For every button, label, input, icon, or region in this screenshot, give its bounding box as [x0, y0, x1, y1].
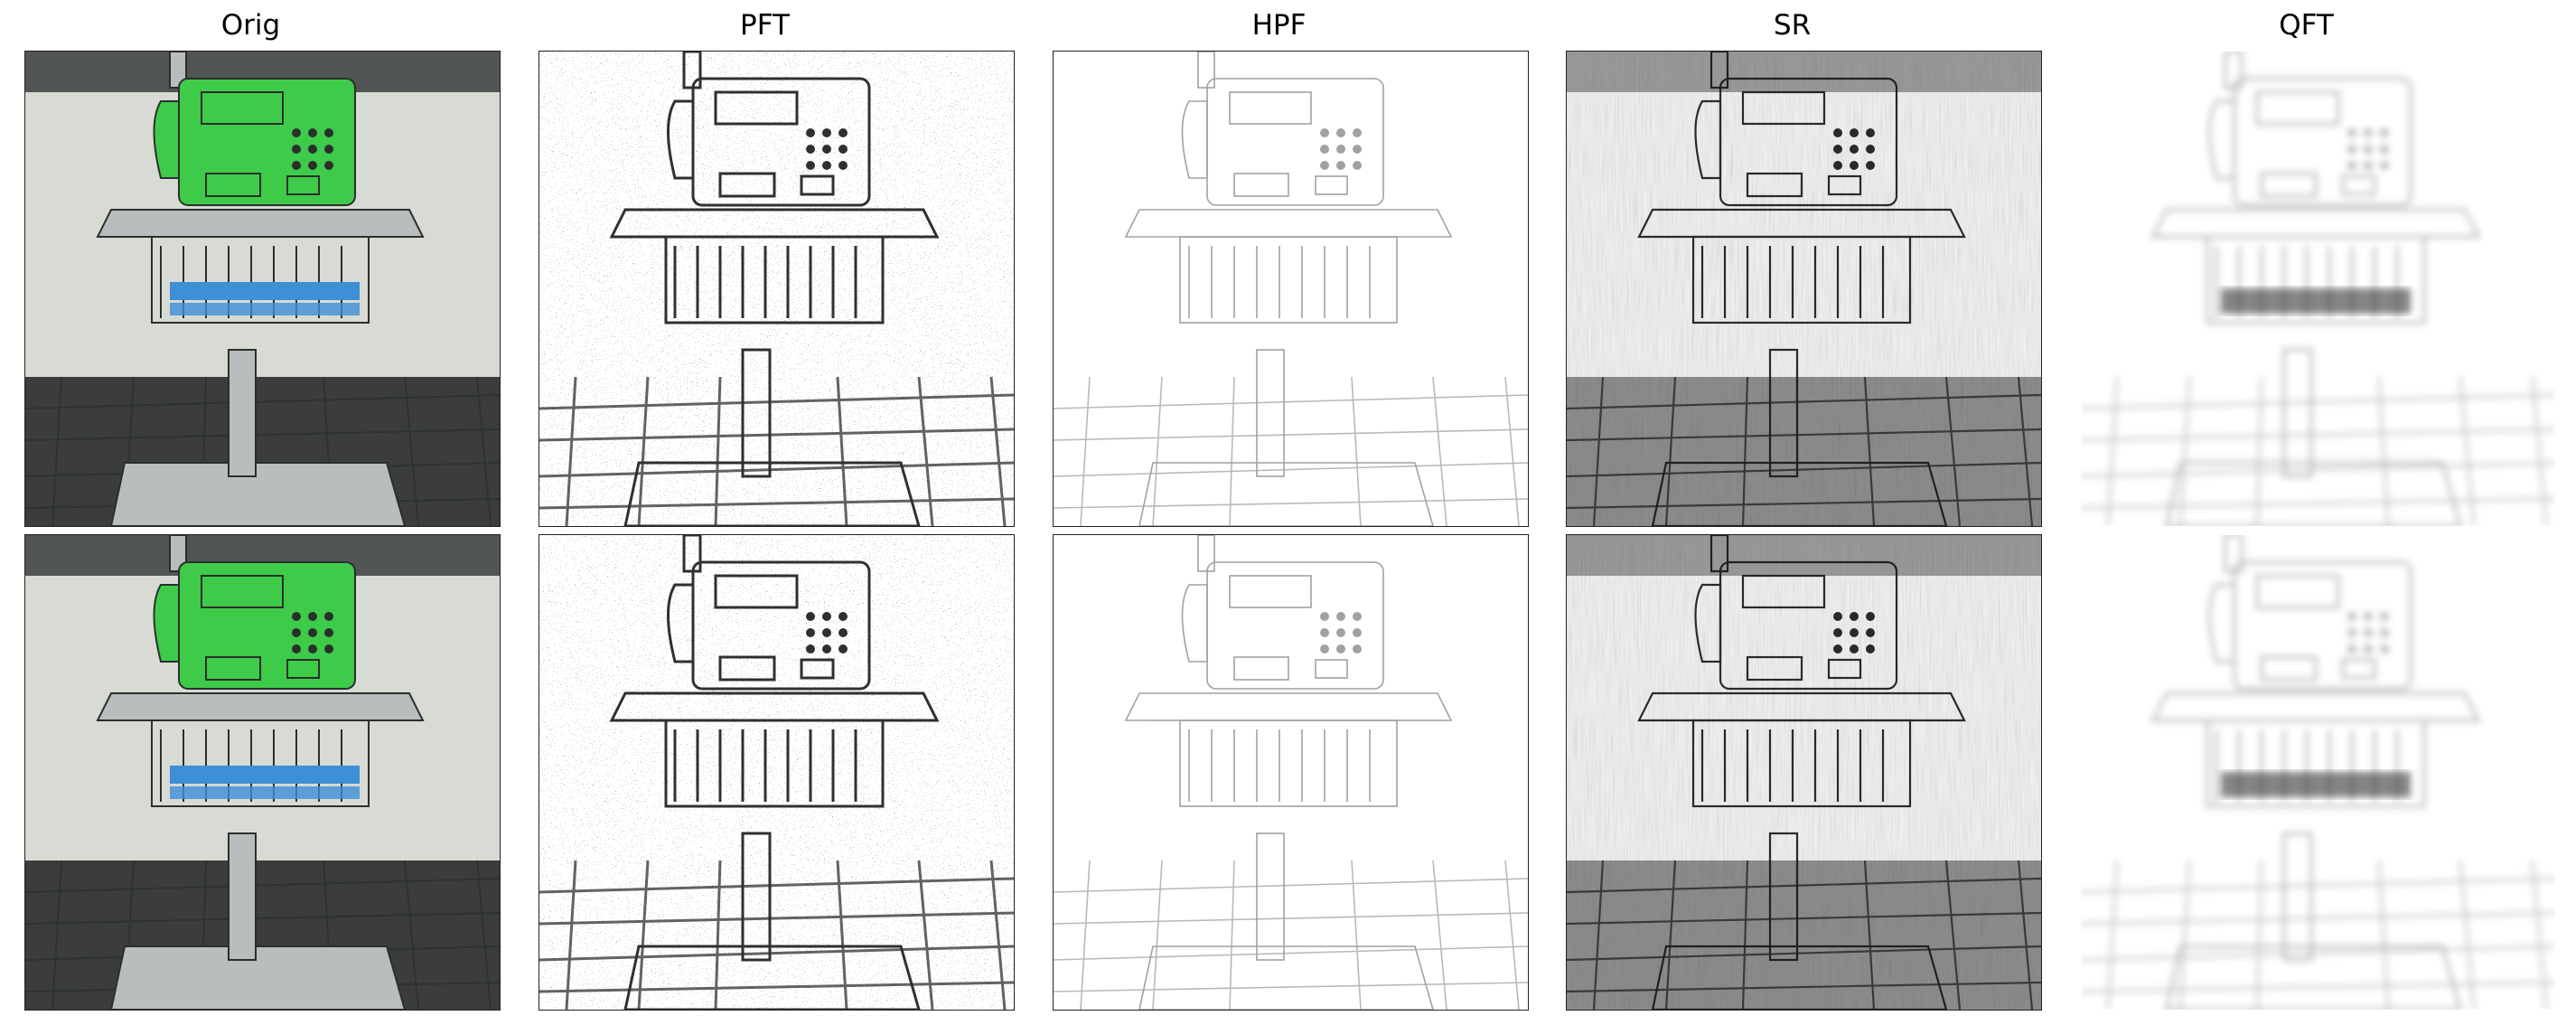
orig-image-row-1 — [24, 51, 501, 527]
hpf-image-row-2 — [1053, 534, 1529, 1011]
column-title-qft: QFT — [2279, 9, 2334, 42]
qft-image-row-1 — [2080, 51, 2556, 527]
pft-image-row-2 — [539, 534, 1015, 1011]
column-title-orig: Orig — [220, 9, 281, 42]
column-title-sr: SR — [1773, 9, 1812, 42]
pft-image-row-1 — [539, 51, 1015, 527]
column-title-hpf: HPF — [1251, 9, 1307, 42]
sr-image-row-2 — [1566, 534, 2042, 1011]
hpf-image-row-1 — [1053, 51, 1529, 527]
sr-image-row-1 — [1566, 51, 2042, 527]
orig-image-row-2 — [24, 534, 501, 1011]
column-title-pft: PFT — [740, 9, 790, 42]
qft-image-row-2 — [2080, 534, 2556, 1011]
